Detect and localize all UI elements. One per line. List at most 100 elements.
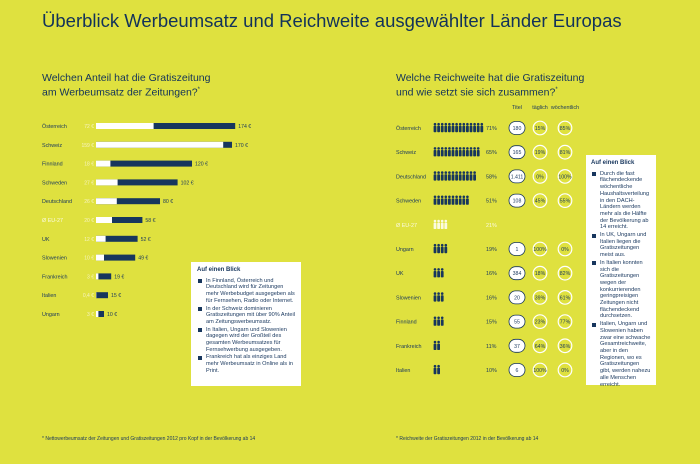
titles-count-label: 165 [513,150,522,156]
person-icon-head [437,243,440,247]
daily-share-label: 100% [533,247,547,253]
bar-category-label: Slowenien [42,256,67,262]
bar-paid [96,311,104,317]
person-icon-body [462,198,466,205]
daily-share-ring [532,168,548,184]
daily-share-ring [532,193,548,209]
bar-category-label: Österreich [42,123,67,130]
right-note-marker: * [555,87,558,93]
reach-country-label: Italien [396,368,410,374]
bar-paid [96,273,112,280]
person-icon-head [440,219,444,223]
person-icon-head [473,122,476,126]
titles-count-label: 108 [513,199,522,205]
bar-category-label: Schweiz [42,143,62,149]
person-icon-head [433,195,437,199]
person-icon-body [476,150,480,157]
weekly-share-ring [557,290,573,305]
bar-free-value-label: 72 € [84,124,94,130]
left-infobox-item: In Italien, Ungarn und Slowenien dagegen… [198,327,295,354]
daily-share-ring [532,241,548,257]
bar-category-label: Deutschland [42,199,72,205]
bar-paid [96,217,143,223]
person-icon-body [455,125,458,133]
person-icon-body [451,150,455,157]
weekly-share-ring [557,144,573,160]
daily-share-label: 19% [535,150,546,156]
weekly-share-label: 55% [560,199,571,205]
daily-share-label: 45% [535,199,546,205]
titles-count-label: 55 [514,320,520,326]
person-icon-head [466,195,469,199]
weekly-share-label: 82% [560,271,571,277]
bar-free-value-label: 10 € [84,256,94,262]
person-icon-head [440,122,444,126]
person-icon-head [455,195,458,199]
person-icon-body [437,198,440,205]
reach-country-label: Österreich [396,125,421,132]
left-note-marker: * [197,87,200,93]
titles-count-badge [508,145,526,160]
bar-free-value-label: 18 € [84,162,94,168]
reach-percent-label: 16% [486,271,497,277]
person-icon-head [433,364,437,368]
person-icon-head [433,122,437,126]
person-icon-head [466,171,469,174]
titles-count-label: 1.411 [511,174,524,180]
right-infobox-item: In UK, Ungarn und Italien liegen die Gra… [592,232,651,259]
person-icon-head [451,171,455,174]
reach-country-label: Schweiz [396,150,416,156]
bar-paid-value-label: 102 € [181,180,194,186]
bar-free [96,311,99,317]
weekly-share-ring [557,120,573,136]
reach-percent-label: 19% [486,247,497,253]
person-icon-body [433,295,437,302]
reach-country-label: Frankreich [396,344,421,350]
person-icon-head [448,171,451,174]
person-icon-body [433,367,437,375]
person-icon-body [476,125,480,133]
daily-share-ring [532,290,548,305]
person-icon-head [440,292,444,295]
person-icon-body [480,125,484,133]
titles-count-badge [508,314,526,329]
person-icon-body [437,125,440,133]
right-question: Welche Reichweite hat die Gratiszeitung … [396,72,584,99]
person-icon-body [473,125,476,133]
person-icon-head [433,316,437,320]
bar-free [96,235,106,242]
bar-paid-value-label: 80 € [163,199,173,205]
person-icon-body [437,246,440,254]
titles-count-badge [508,266,526,281]
bar-paid-value-label: 170 € [235,143,248,149]
titles-count-badge [508,338,526,353]
person-icon-head [462,195,466,199]
person-icon-head [448,195,451,199]
person-icon-body [440,295,444,302]
person-icon-body [473,150,476,157]
person-icon-body [437,150,440,157]
bar-free-value-label: 20 € [84,218,94,224]
person-icon-body [433,174,437,181]
person-icon-head [469,147,473,150]
titles-count-badge [508,193,526,208]
person-icon-head [437,147,440,150]
left-infobox-item: In Finnland, Österreich und Deutschland … [198,277,295,304]
person-icon-body [448,174,451,181]
person-icon-head [444,147,448,150]
bar-category-label: Ø EU-27 [42,218,63,224]
daily-share-ring [532,144,548,160]
column-header: wöchentlich [550,105,579,111]
titles-count-badge [508,169,526,184]
person-icon-head [440,147,444,150]
person-icon-body [433,222,437,229]
bar-paid-value-label: 174 € [238,124,251,130]
reach-percent-label: 51% [486,199,497,205]
titles-count-label: 384 [513,271,522,277]
person-icon-body [440,174,444,181]
bar-free-value-label: 26 € [84,199,94,205]
person-icon-body [437,222,440,229]
bar-paid [96,292,108,299]
